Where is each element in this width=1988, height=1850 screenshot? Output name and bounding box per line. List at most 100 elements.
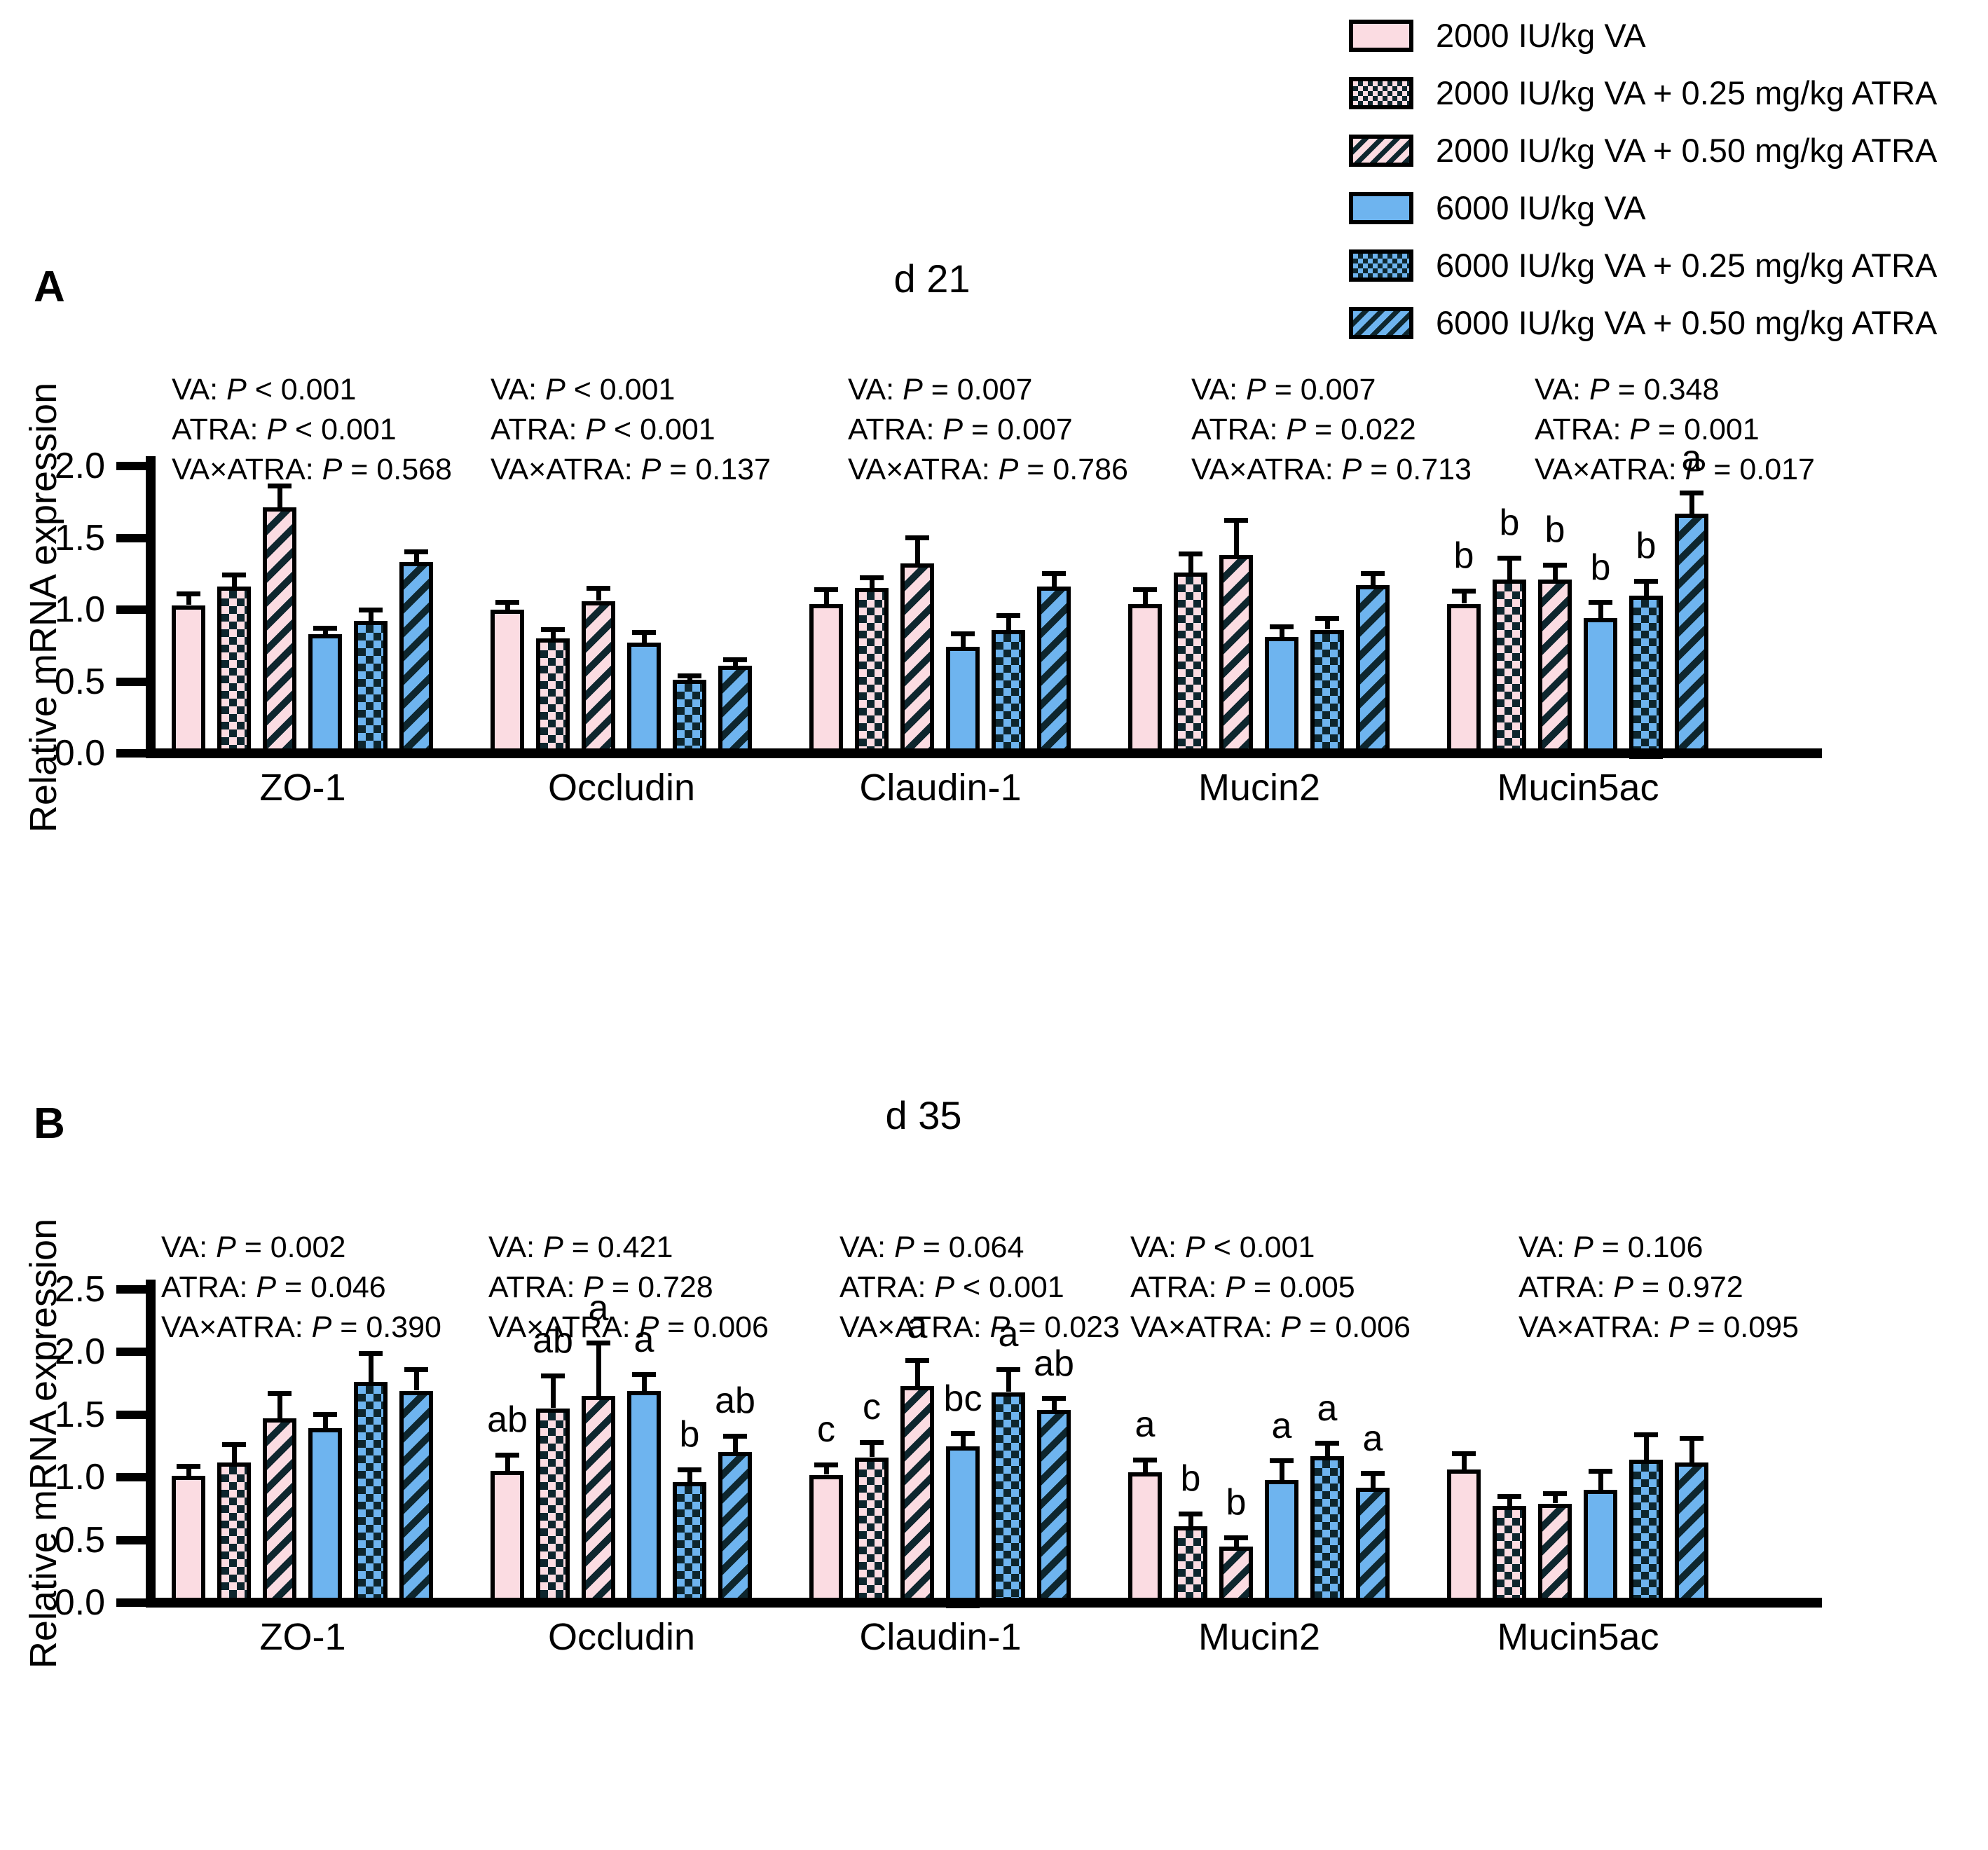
panel-a-bar-ZO-1-s6 (399, 562, 433, 758)
error-bar-stem (642, 1375, 647, 1391)
error-bar-stem (323, 629, 328, 634)
significance-letter: b (1453, 535, 1474, 576)
error-bar-cap (951, 1431, 975, 1436)
significance-letter: c (863, 1387, 881, 1427)
panel-b-bar-ZO-1-s3 (263, 1418, 296, 1608)
pvalue-line-interaction: VA×ATRA: P = 0.568 (172, 453, 452, 486)
error-bar-cap (1589, 600, 1612, 605)
panel-b-y-tick-label: 2.5 (54, 1269, 105, 1310)
legend: 2000 IU/kg VA 2000 IU/kg VA + 0.25 mg/kg … (1349, 7, 1937, 352)
legend-item-label: 6000 IU/kg VA + 0.50 mg/kg ATRA (1436, 304, 1938, 341)
significance-letter: a (633, 1320, 654, 1360)
error-bar-cap (495, 600, 519, 605)
error-bar-stem (1052, 1399, 1057, 1410)
error-bar-stem (596, 1343, 601, 1396)
error-bar-cap (359, 608, 383, 612)
error-bar-cap (996, 613, 1020, 618)
panel-a-pvalues-Mucin5ac: VA: P = 0.348 ATRA: P = 0.001 VA×ATRA: P =… (1535, 370, 1815, 490)
significance-letter: b (1636, 526, 1657, 566)
error-bar-stem (733, 1436, 738, 1452)
panel-b-x-axis (146, 1598, 1822, 1608)
panel-a-bar-Mucin5ac-s2 (1493, 580, 1526, 758)
panel-b-category-label: ZO-1 (259, 1616, 346, 1658)
panel-a-pvalues-ZO-1: VA: P < 0.001 ATRA: P < 0.001 VA×ATRA: P =… (172, 370, 452, 490)
panel-b-y-tick (116, 1598, 146, 1607)
legend-swatch-blue-solid (1349, 192, 1413, 224)
panel-a-bar-Occludin-s1 (491, 610, 524, 758)
error-bar-cap (1361, 1471, 1385, 1476)
panel-b-bar-Mucin2-s5 (1310, 1456, 1344, 1608)
panel-a-bar-ZO-1-s2 (217, 587, 251, 758)
error-bar-stem (1462, 1453, 1467, 1469)
error-bar-stem (505, 1455, 510, 1471)
pvalue-line-va: VA: P < 0.001 (172, 373, 357, 406)
error-bar-stem (1644, 1434, 1649, 1460)
error-bar-cap (1133, 1458, 1157, 1462)
error-bar-stem (369, 1353, 373, 1382)
error-bar-cap (1543, 563, 1567, 568)
panel-b-bar-Mucin5ac-s3 (1538, 1504, 1572, 1608)
error-bar-cap (678, 673, 701, 678)
error-bar-cap (541, 1373, 565, 1378)
panel-a-y-tick (116, 462, 146, 470)
error-bar-stem (733, 660, 738, 666)
error-bar-cap (359, 1351, 383, 1356)
error-bar-cap (1361, 571, 1385, 576)
error-bar-cap (1543, 1491, 1567, 1496)
legend-item: 6000 IU/kg VA + 0.25 mg/kg ATRA (1349, 237, 1937, 294)
significance-letter: a (1271, 1406, 1292, 1446)
panel-b-y-tick-label: 0.0 (54, 1582, 105, 1623)
legend-item: 6000 IU/kg VA + 0.50 mg/kg ATRA (1349, 294, 1937, 352)
panel-a-category-label: Claudin-1 (859, 767, 1022, 809)
pvalue-line-atra: ATRA: P = 0.022 (1191, 413, 1416, 446)
error-bar-cap (1179, 551, 1202, 556)
panel-b-y-tick-label: 0.5 (54, 1520, 105, 1561)
error-bar-cap (1634, 579, 1658, 584)
error-bar-stem (642, 633, 647, 643)
panel-b-bar-Claudin-1-s3 (900, 1386, 934, 1608)
panel-a-bar-Mucin5ac-s5 (1629, 596, 1663, 759)
error-bar-stem (1234, 1537, 1239, 1547)
error-bar-stem (551, 1376, 556, 1408)
pvalue-line-interaction: VA×ATRA: P = 0.023 (839, 1310, 1120, 1344)
error-bar-cap (1680, 1436, 1703, 1441)
error-bar-cap (587, 1341, 610, 1345)
error-bar-stem (186, 1466, 191, 1476)
panel-a-y-tick-label: 1.5 (54, 518, 105, 559)
significance-letter: b (1226, 1482, 1247, 1523)
panel-a-bar-Claudin-1-s3 (900, 563, 934, 758)
pvalue-line-interaction: VA×ATRA: P = 0.017 (1535, 453, 1815, 486)
pvalue-line-va: VA: P < 0.001 (1130, 1231, 1315, 1264)
error-bar-stem (870, 578, 875, 588)
panel-a-bar-ZO-1-s1 (172, 605, 205, 758)
error-bar-cap (905, 535, 929, 540)
error-bar-stem (1689, 493, 1694, 514)
error-bar-stem (961, 634, 966, 647)
panel-a-bar-Mucin2-s2 (1174, 573, 1207, 758)
error-bar-cap (1224, 1535, 1248, 1540)
error-bar-stem (1689, 1439, 1694, 1462)
error-bar-cap (1042, 571, 1066, 576)
panel-b-bar-Mucin5ac-s5 (1629, 1460, 1663, 1608)
panel-b-bar-Claudin-1-s6 (1037, 1410, 1071, 1608)
legend-item-label: 2000 IU/kg VA + 0.50 mg/kg ATRA (1436, 132, 1938, 169)
panel-a-y-tick-label: 1.0 (54, 589, 105, 630)
panel-a-pvalues-Claudin-1: VA: P = 0.007 ATRA: P = 0.007 VA×ATRA: P =… (848, 370, 1128, 490)
panel-b-bar-Mucin2-s3 (1219, 1547, 1253, 1608)
significance-letter: a (1362, 1418, 1383, 1459)
panel-b-category-label: Mucin5ac (1497, 1616, 1659, 1658)
error-bar-stem (551, 630, 556, 638)
error-bar-cap (541, 627, 565, 632)
panel-b-bar-ZO-1-s1 (172, 1476, 205, 1608)
panel-a-bar-Mucin2-s5 (1310, 630, 1344, 758)
pvalue-line-interaction: VA×ATRA: P = 0.786 (848, 453, 1128, 486)
error-bar-cap (313, 626, 337, 631)
legend-item-label: 2000 IU/kg VA (1436, 17, 1646, 54)
error-bar-stem (414, 552, 419, 562)
pvalue-line-atra: ATRA: P = 0.972 (1519, 1270, 1743, 1304)
error-bar-stem (277, 1393, 282, 1418)
error-bar-stem (1234, 521, 1239, 555)
panel-a-category-label: Mucin5ac (1497, 767, 1659, 809)
error-bar-cap (1270, 1458, 1294, 1463)
legend-item: 6000 IU/kg VA (1349, 179, 1937, 237)
